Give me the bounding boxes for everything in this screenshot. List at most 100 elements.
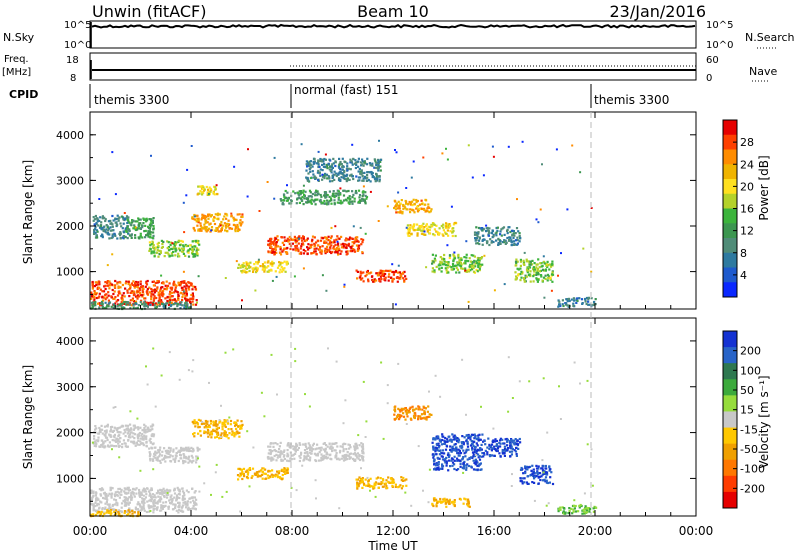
power-cell [413,223,416,226]
velocity-cell [92,492,95,495]
power-cell [276,235,279,238]
velocity-cell [173,492,177,495]
power-cell [94,226,97,229]
velocity-cell [378,482,381,485]
velocity-cell [299,456,302,459]
velocity-cell [362,459,365,462]
power-cell [532,268,535,271]
velocity-cell [164,449,167,453]
power-cell [411,225,414,228]
power-cell [160,281,164,285]
power-cell [172,242,175,246]
velocity-cell [100,444,103,447]
power-cell [361,195,364,198]
velocity-cell [305,447,309,450]
velocity-cell [358,444,361,447]
power-cell [319,168,322,171]
velocity-cell [463,452,466,455]
velocity-cell [127,489,130,492]
velocity-cell [454,436,457,439]
velocity-cell [125,504,128,507]
power-cell [364,275,367,278]
velocity-cell [377,476,380,479]
power-cell [478,269,481,272]
power-cell [300,199,303,202]
power-cell [337,196,340,199]
power-cell [129,291,132,294]
power-cell [180,286,183,289]
power-cell [282,269,285,272]
velocity-cell [166,496,169,499]
velocity-cell [203,430,206,433]
power-cell [233,165,236,168]
velocity-cell [115,440,118,443]
power-cell [355,269,358,272]
velocity-cell [457,468,460,471]
power-cell [146,289,149,293]
power-cell [104,293,107,296]
power-cell [483,238,486,241]
power-cell [328,243,331,246]
power-cell [419,226,422,229]
freq-start-spike [90,60,92,79]
velocity-cell [294,445,297,448]
power-cell [121,283,124,287]
velocity-cell [243,475,246,478]
power-cell [448,256,451,260]
power-cell [154,246,157,249]
power-cell [150,220,153,223]
velocity-cell [453,463,456,466]
velocity-cell [141,506,145,509]
power-cell [213,229,216,232]
power-cell [475,242,478,245]
power-cell [359,172,362,175]
velocity-cell [455,446,458,449]
velocity-cell [387,476,390,479]
velocity-cell [321,455,324,458]
power-cell [242,269,245,272]
power-cell [570,298,573,301]
velocity-cell [454,443,457,446]
power-cell [538,270,541,273]
velocity-cell [130,440,133,443]
power-cell [157,241,160,244]
velocity-cell [141,435,144,439]
power-cell [314,194,317,197]
velocity-cell [466,458,469,461]
power-cell [98,292,101,295]
power-cell [327,201,330,204]
power-cell [206,221,209,224]
power-cell [181,288,184,291]
power-cell [418,203,421,206]
velocity-cell [501,438,504,441]
power-cell [174,290,177,293]
velocity-cell [181,504,184,507]
velocity-cell [184,455,187,459]
power-cell [346,165,349,168]
velocity-cell [111,430,114,433]
power-cell [125,303,128,306]
power-cell [139,222,142,225]
power-cell [325,165,328,168]
power-cell [358,167,361,171]
power-cell [148,231,151,234]
power-cell [518,232,521,235]
power-cell [174,286,177,289]
power-cell [413,203,416,206]
power-cell [396,207,399,210]
velocity-cell [99,428,102,431]
power-cell [145,280,148,283]
power-cell [286,246,289,250]
power-cell [179,284,182,287]
velocity-cell [116,490,119,493]
power-cell [213,193,216,196]
power-cell [241,221,244,224]
power-cell [243,269,246,272]
velocity-cell [106,423,109,426]
power-cell [516,239,519,242]
power-cell [338,247,341,250]
velocity-cell [174,505,177,508]
power-cell [178,239,181,243]
power-cell [135,284,138,287]
